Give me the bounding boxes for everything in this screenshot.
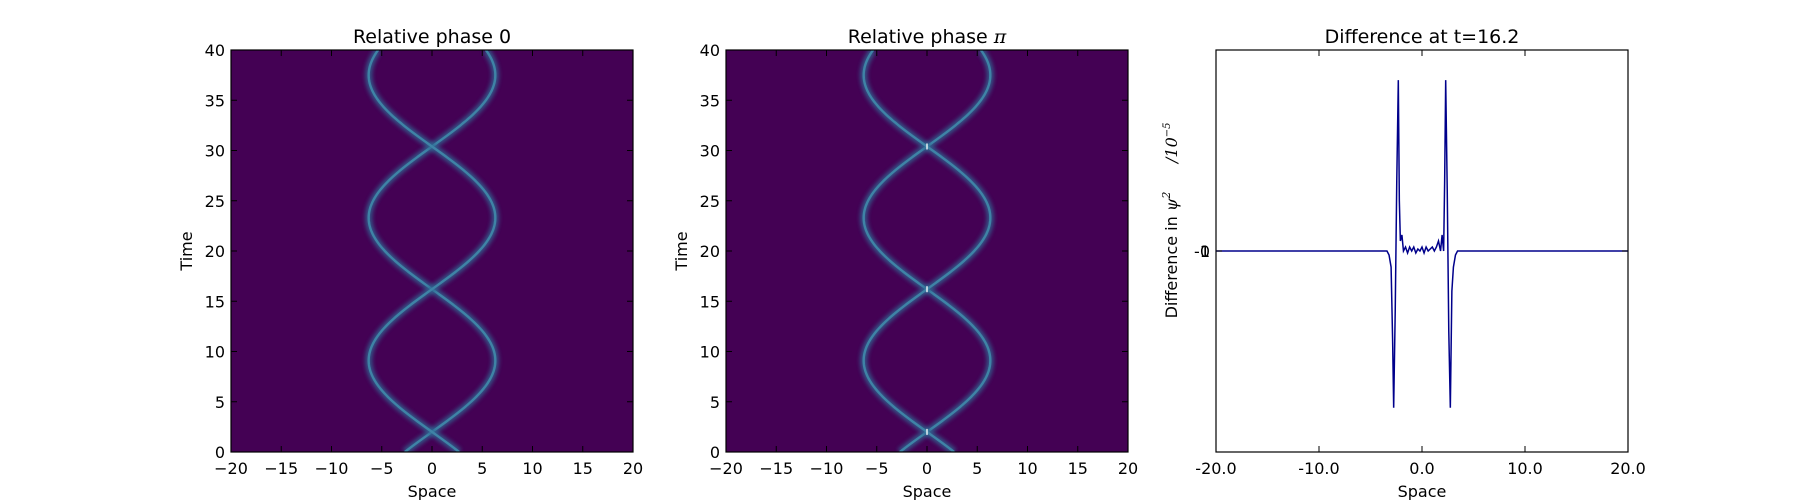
panel1-title: Relative phase 0	[353, 26, 511, 48]
x-tick-label: 0.0	[1409, 459, 1434, 478]
panel1-ylabel: Time	[177, 231, 196, 271]
panel3-ylabel-scale-sup: −5	[1162, 123, 1173, 138]
x-tick-label: 0	[922, 459, 932, 478]
panel2-title: Relative phase π	[848, 26, 1007, 48]
panel3-xlabel: Space	[1398, 482, 1447, 500]
x-tick-label: −5	[370, 459, 394, 478]
panel2-x-ticks: −20 −15 −10 −5 0 5 10 15 20	[709, 50, 1138, 478]
panel2-heatmap-background	[726, 50, 1128, 452]
track-left	[367, 50, 497, 452]
y-tick-label: 25	[700, 192, 720, 211]
y-tick-label: 5	[710, 393, 720, 412]
panel3-y-ticks: -101	[1194, 242, 1628, 261]
y-tick-label: 40	[700, 41, 720, 60]
x-tick-label: 20	[1118, 459, 1138, 478]
panel2-tracks	[860, 50, 994, 452]
panel3-ylabel-main: Difference in ψ2	[1160, 192, 1181, 319]
y-tick-label: 25	[205, 192, 225, 211]
panel1-tracks	[365, 50, 499, 452]
x-tick-label: −15	[264, 459, 298, 478]
x-tick-label: 10	[1017, 459, 1037, 478]
panel3-ylabel-scale: /10−5	[1162, 123, 1181, 166]
panel2-title-symbol: π	[993, 26, 1007, 48]
panel2-y-ticks: 0 5 10 15 20 25 30 35 40	[700, 41, 1128, 462]
x-tick-label: -10.0	[1298, 459, 1339, 478]
x-tick-label: −10	[315, 459, 349, 478]
x-tick-label: −20	[709, 459, 743, 478]
panel1-heatmap-background	[231, 50, 633, 452]
y-tick-label: 35	[700, 91, 720, 110]
panel1-x-ticks: −20 −15 −10 −5 0 5 10 15 20	[214, 50, 643, 478]
y-tick-label: 0	[1200, 242, 1210, 261]
x-tick-label: 10.0	[1507, 459, 1543, 478]
panel1-y-ticks: 0 5 10 15 20 25 30 35 40	[205, 41, 633, 462]
x-tick-label: 15	[1068, 459, 1088, 478]
panel3-ylabel-sup: 2	[1160, 192, 1173, 200]
panel3-ylabel: Difference in ψ2 /10−5	[1160, 123, 1181, 319]
y-tick-label: 10	[700, 343, 720, 362]
panel2-title-text: Relative phase	[848, 26, 994, 48]
y-tick-label: 0	[215, 443, 225, 462]
x-tick-label: −10	[810, 459, 844, 478]
x-tick-label: 20.0	[1610, 459, 1646, 478]
track-right	[862, 50, 992, 452]
panel-phase-0: Relative phase 0 −20 −15 −10 −5 0 5 10 15 20 0 5 1…	[177, 26, 643, 500]
panel3-ylabel-text: Difference in	[1162, 211, 1181, 318]
panel3-x-ticks: -20.0 -10.0 0.0 10.0 20.0	[1195, 50, 1646, 478]
track-right	[367, 50, 497, 452]
panel2-ylabel: Time	[672, 231, 691, 271]
x-tick-label: −15	[759, 459, 793, 478]
y-tick-label: 15	[205, 292, 225, 311]
y-tick-label: 40	[205, 41, 225, 60]
panel3-ylabel-symbol: ψ	[1162, 198, 1181, 211]
x-tick-label: 20	[623, 459, 643, 478]
x-tick-label: 0	[427, 459, 437, 478]
x-tick-label: 10	[522, 459, 542, 478]
y-tick-label: 1	[1200, 242, 1210, 261]
panel-difference: Difference at t=16.2 -20.0 -10.0 0.0 10.0 20…	[1160, 26, 1646, 500]
panel3-ylabel-scale-text: /10	[1162, 137, 1181, 165]
x-tick-label: 15	[573, 459, 593, 478]
x-tick-label: -20.0	[1195, 459, 1236, 478]
difference-line	[1216, 80, 1628, 408]
y-tick-label: 0	[710, 443, 720, 462]
panel1-xlabel: Space	[408, 482, 457, 500]
panel3-line-group	[1216, 80, 1628, 408]
panel2-xlabel: Space	[903, 482, 952, 500]
y-tick-label: 35	[205, 91, 225, 110]
y-tick-label: 20	[700, 242, 720, 261]
y-tick-label: 10	[205, 343, 225, 362]
panel-phase-pi: Relative phase π −20 −15 −10 −5 0 5 10 15 20 0 5 1…	[672, 26, 1138, 500]
panel3-title: Difference at t=16.2	[1325, 26, 1520, 48]
y-tick-label: -1	[1194, 242, 1210, 261]
y-tick-label: 20	[205, 242, 225, 261]
y-tick-label: 30	[700, 142, 720, 161]
x-tick-label: −5	[865, 459, 889, 478]
x-tick-label: 5	[477, 459, 487, 478]
x-tick-label: 5	[972, 459, 982, 478]
x-tick-label: −20	[214, 459, 248, 478]
y-tick-label: 5	[215, 393, 225, 412]
y-tick-label: 15	[700, 292, 720, 311]
track-left	[862, 50, 992, 452]
y-tick-label: 30	[205, 142, 225, 161]
